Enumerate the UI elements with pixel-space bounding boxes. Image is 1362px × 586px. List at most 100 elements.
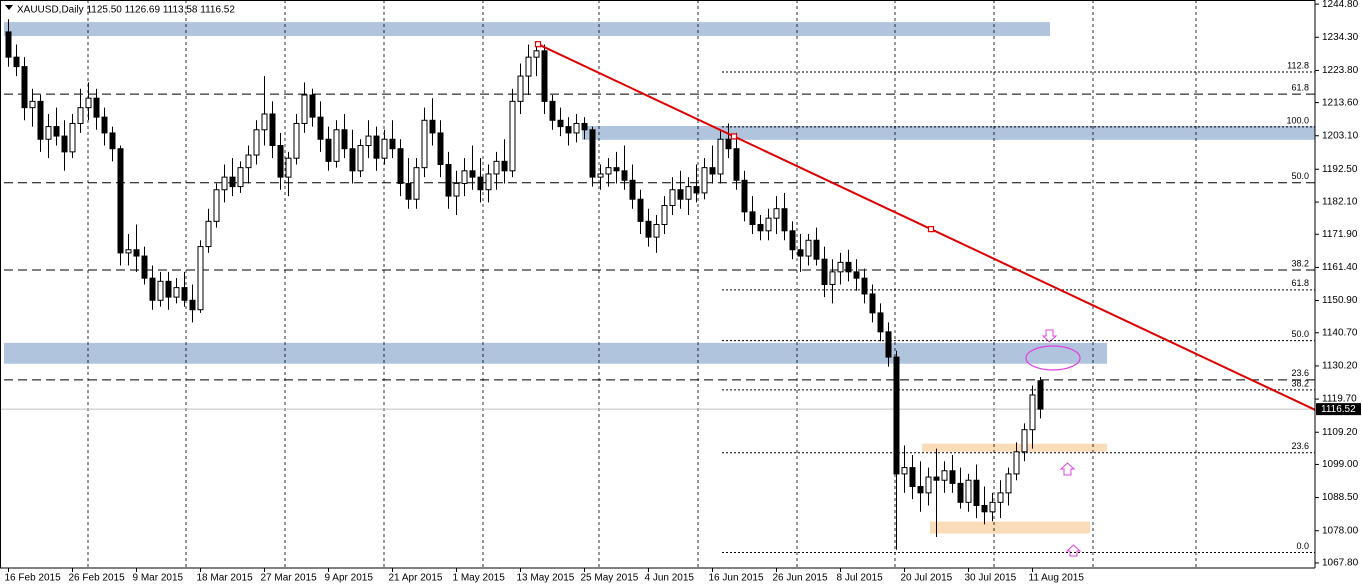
x-tick-label: 26 Feb 2015 xyxy=(69,573,126,584)
y-tick-label: 1078.00 xyxy=(1322,525,1359,536)
candle-body xyxy=(421,119,428,169)
candle-body xyxy=(533,50,540,58)
candle-body xyxy=(957,482,964,503)
y-tick-label: 1213.60 xyxy=(1322,97,1359,108)
trendline xyxy=(537,43,1316,411)
candle-body xyxy=(613,167,620,172)
candle-body xyxy=(173,287,180,298)
candle-body xyxy=(29,100,36,109)
candle-body xyxy=(109,132,116,150)
zone xyxy=(930,521,1090,534)
candle-body xyxy=(581,122,588,131)
arrow-up xyxy=(1065,544,1082,557)
y-tick-label: 1130.20 xyxy=(1322,361,1358,372)
candle-body xyxy=(765,217,772,232)
candle-body xyxy=(333,129,340,162)
trendline-anchor xyxy=(927,226,935,233)
candle-body xyxy=(541,50,548,102)
candle-body xyxy=(853,271,860,279)
candle-body xyxy=(149,277,156,301)
y-tick-label: 1140.70 xyxy=(1322,327,1358,338)
candle-body xyxy=(413,167,420,200)
candle-body xyxy=(925,476,932,494)
candle-body xyxy=(629,179,636,200)
fib-label: 38.2 xyxy=(1291,378,1309,388)
fib-label: 38.2 xyxy=(1291,258,1309,268)
zone xyxy=(4,22,1050,36)
x-tick-label: 25 May 2015 xyxy=(581,573,639,584)
candle-body xyxy=(285,157,292,178)
axis-panel-bottom xyxy=(0,568,1362,586)
candle-body xyxy=(237,167,244,188)
candle-body xyxy=(733,148,740,181)
candle-body xyxy=(221,176,228,191)
candle-body xyxy=(757,223,764,232)
candle-body xyxy=(69,122,76,153)
y-tick-label: 1099.00 xyxy=(1322,459,1359,470)
candle-body xyxy=(797,249,804,257)
candle-body xyxy=(45,126,52,140)
candle-body xyxy=(973,479,980,506)
candle-body xyxy=(645,220,652,238)
candle-body xyxy=(725,138,732,150)
candle-body xyxy=(493,160,500,175)
y-tick-label: 1203.10 xyxy=(1322,130,1359,141)
candle-body xyxy=(77,107,84,124)
x-tick-label: 27 Mar 2015 xyxy=(261,573,318,584)
chart-title: XAUUSD,Daily 1125.50 1126.69 1113.58 111… xyxy=(17,5,235,16)
current-price-box xyxy=(1316,403,1361,416)
candle-body xyxy=(941,470,948,481)
candle-body xyxy=(1021,429,1028,453)
candle-body xyxy=(885,331,892,358)
candle-body xyxy=(301,94,308,124)
fib-label: 50.0 xyxy=(1291,171,1309,181)
x-tick-label: 1 May 2015 xyxy=(453,573,506,584)
candle-body xyxy=(461,170,468,184)
candle-body xyxy=(205,220,212,248)
x-tick-label: 11 Aug 2015 xyxy=(1029,573,1085,584)
candle-body xyxy=(637,198,644,222)
candle-body xyxy=(621,170,628,181)
candle-body xyxy=(229,176,236,188)
candle-body xyxy=(365,135,372,147)
candle-body xyxy=(597,173,604,178)
candle-body xyxy=(893,356,900,475)
axis-panel xyxy=(1315,0,1362,586)
candle-body xyxy=(573,122,580,134)
candle-body xyxy=(861,277,868,295)
candle-body xyxy=(501,160,508,172)
candle-body xyxy=(685,186,692,200)
candle-body xyxy=(189,299,196,311)
y-tick-label: 1067.80 xyxy=(1322,558,1359,569)
x-tick-label: 9 Mar 2015 xyxy=(133,573,184,584)
candle-body xyxy=(717,138,724,175)
candle-body xyxy=(789,230,796,251)
candle-body xyxy=(1029,394,1036,431)
candle-body xyxy=(701,167,708,194)
y-tick-label: 1150.90 xyxy=(1322,295,1358,306)
y-tick-label: 1244.80 xyxy=(1322,0,1359,10)
candle-body xyxy=(93,97,100,118)
candle-body xyxy=(813,239,820,260)
x-tick-label: 20 Jul 2015 xyxy=(901,573,953,584)
x-tick-label: 26 Jun 2015 xyxy=(773,573,828,584)
candle-body xyxy=(1037,380,1044,410)
x-tick-label: 8 Jul 2015 xyxy=(837,573,884,584)
fib-label: 61.8 xyxy=(1291,82,1309,92)
candle-body xyxy=(181,287,188,301)
arrow-up xyxy=(1059,462,1076,476)
candle-body xyxy=(477,176,484,191)
y-tick-label: 1223.80 xyxy=(1322,65,1359,76)
candle-body xyxy=(781,208,788,232)
candle-body xyxy=(357,145,364,172)
candle-body xyxy=(381,138,388,159)
candle-body xyxy=(117,148,124,254)
fib-label: 50.0 xyxy=(1291,329,1309,339)
x-tick-label: 4 Jun 2015 xyxy=(645,573,695,584)
fib-label: 112.8 xyxy=(1287,60,1309,70)
candle-body xyxy=(517,75,524,102)
fib-label: 100.0 xyxy=(1286,115,1309,125)
candle-body xyxy=(845,261,852,273)
